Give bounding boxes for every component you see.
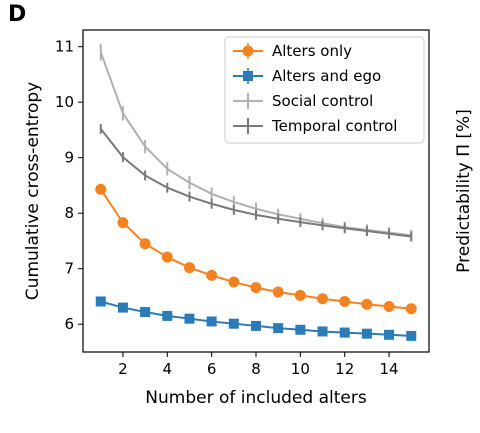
data-point [139, 238, 151, 250]
ticks-layer: 2 4 6 8 10 12 14 6 7 8 9 10 11 [55, 38, 399, 378]
data-point [228, 318, 239, 329]
data-point [273, 323, 284, 334]
data-point [183, 262, 195, 274]
x-tick-label: 8 [251, 360, 261, 378]
panel-letter: D [8, 2, 27, 27]
x-tick-label: 2 [118, 360, 128, 378]
data-point [339, 327, 350, 338]
data-point [95, 183, 107, 195]
x-tick-label: 14 [380, 360, 399, 378]
y-tick-label: 8 [64, 204, 74, 222]
data-point [295, 324, 306, 335]
data-point [272, 286, 284, 298]
data-point [294, 289, 306, 301]
data-point [140, 307, 151, 318]
legend-label: Alters and ego [272, 67, 381, 85]
x-axis-label: Number of included alters [145, 388, 367, 408]
data-point [228, 276, 240, 288]
data-point [317, 293, 329, 305]
data-point [384, 329, 395, 340]
data-point [117, 302, 128, 313]
y-tick-label: 9 [64, 149, 74, 167]
data-point [251, 320, 261, 331]
legend-item: Temporal control [233, 117, 397, 135]
series-alters-and-ego [95, 296, 417, 341]
legend-label: Social control [272, 92, 373, 110]
y-tick-label: 7 [64, 260, 74, 278]
data-point [206, 316, 217, 327]
data-point [405, 303, 417, 315]
data-point [161, 251, 173, 263]
series-line [99, 128, 412, 238]
legend-item: Alters only [233, 42, 352, 60]
x-tick-label: 12 [335, 360, 354, 378]
data-point [162, 310, 173, 321]
right-axis-label: Predictability Π [%] [454, 109, 474, 273]
y-tick-label: 11 [55, 38, 74, 56]
x-tick-label: 4 [163, 360, 173, 378]
x-tick-label: 10 [291, 360, 310, 378]
y-tick-label: 10 [55, 93, 74, 111]
legend: Alters only Alters and ego Social control T… [224, 36, 425, 144]
data-point [250, 282, 262, 294]
data-point [339, 295, 351, 307]
y-axis-label: Cumulative cross-entropy [23, 82, 43, 300]
series-layer [95, 43, 417, 341]
data-point [117, 217, 129, 229]
data-point [184, 313, 195, 324]
legend-box [224, 36, 425, 144]
legend-item: Social control [233, 92, 373, 110]
legend-label: Temporal control [271, 117, 397, 135]
series-alters-only [95, 183, 417, 315]
data-point [383, 300, 395, 312]
data-point [361, 298, 373, 310]
legend-item: Alters and ego [233, 67, 381, 85]
data-point [95, 296, 106, 307]
legend-swatch-marker [243, 71, 253, 81]
legend-label: Alters only [272, 42, 352, 60]
legend-swatch-marker [242, 45, 254, 57]
series-temporal-control [99, 123, 413, 242]
data-point [317, 326, 328, 337]
data-point [206, 269, 218, 281]
data-point [361, 328, 372, 339]
data-point [406, 330, 417, 341]
x-tick-label: 6 [207, 360, 217, 378]
y-tick-label: 6 [64, 315, 74, 333]
